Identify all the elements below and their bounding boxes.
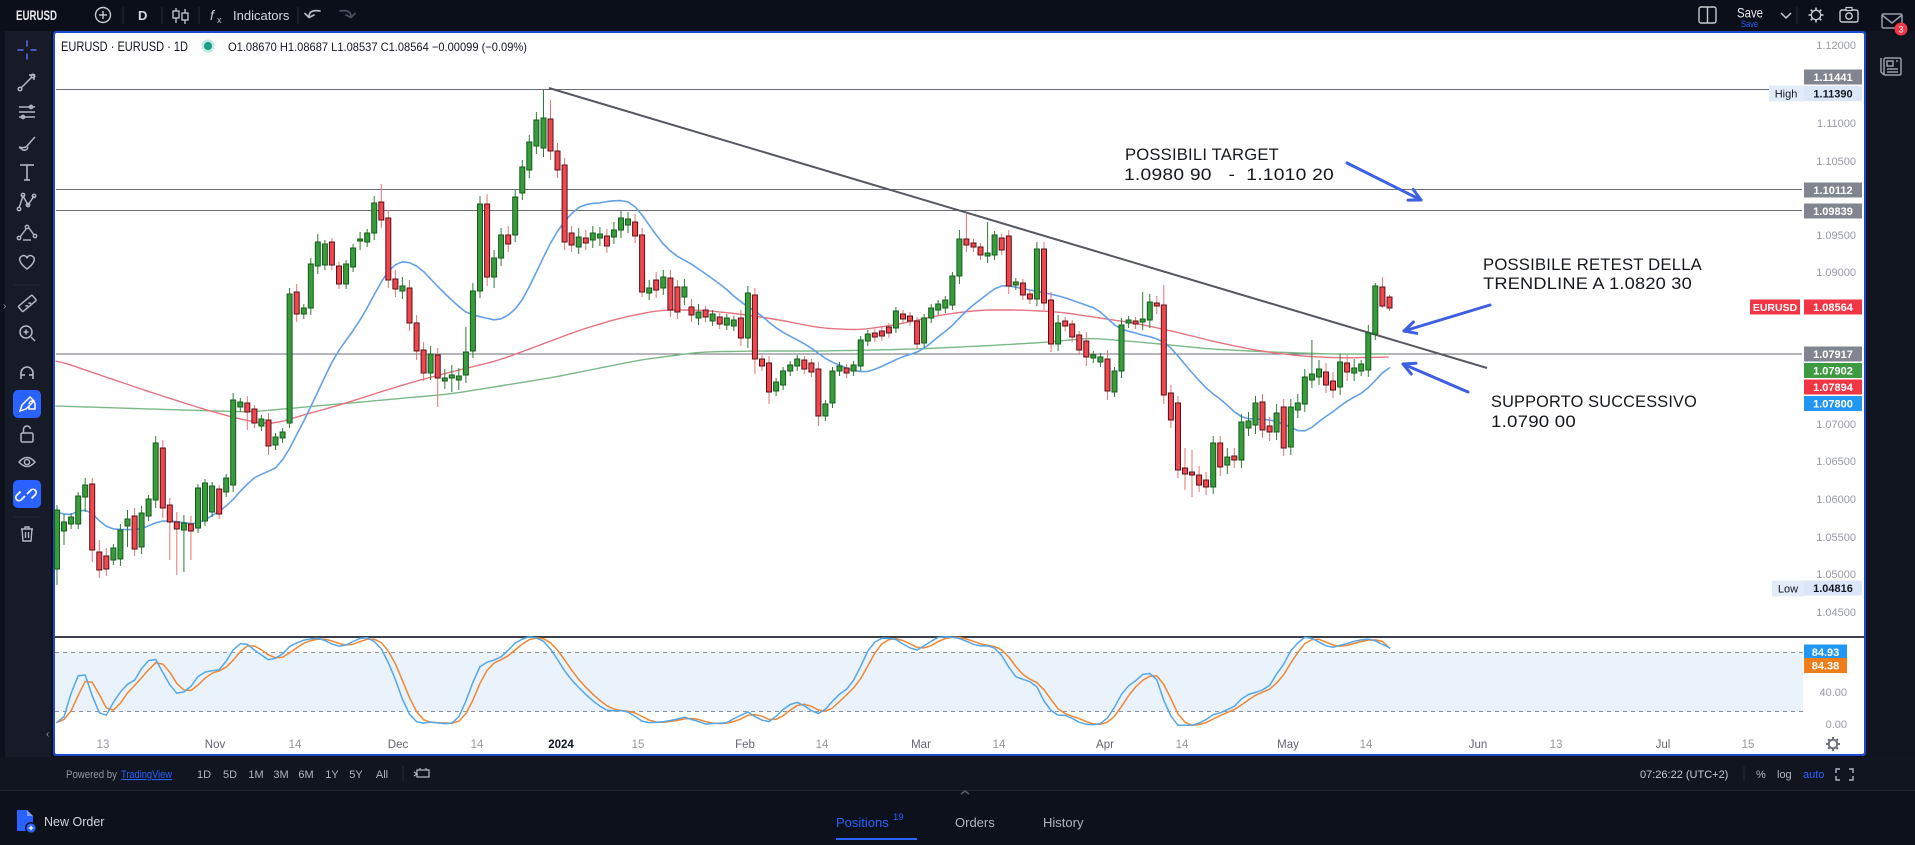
svg-text:Nov: Nov xyxy=(205,739,226,751)
svg-text:15: 15 xyxy=(1742,739,1755,751)
svg-text:1D: 1D xyxy=(197,769,211,781)
svg-text:3M: 3M xyxy=(273,769,288,781)
svg-text:1.11390: 1.11390 xyxy=(1813,89,1852,101)
svg-text:84.93: 84.93 xyxy=(1812,647,1840,659)
svg-text:14: 14 xyxy=(1360,739,1373,751)
svg-text:14: 14 xyxy=(289,739,302,751)
svg-text:Orders: Orders xyxy=(955,815,995,830)
svg-text:1.07000: 1.07000 xyxy=(1816,419,1856,431)
svg-text:EURUSD: EURUSD xyxy=(1753,302,1798,314)
svg-text:14: 14 xyxy=(471,739,484,751)
svg-text:3: 3 xyxy=(1898,25,1903,35)
svg-text:1.08564: 1.08564 xyxy=(1813,302,1854,314)
svg-text:1M: 1M xyxy=(248,769,263,781)
svg-text:Jun: Jun xyxy=(1469,739,1488,751)
svg-text:1.04816: 1.04816 xyxy=(1813,583,1853,595)
svg-text:14: 14 xyxy=(1176,739,1189,751)
svg-text:14: 14 xyxy=(816,739,829,751)
svg-text:New Order: New Order xyxy=(44,815,104,829)
svg-text:19: 19 xyxy=(893,812,904,823)
svg-text:O1.08670 H1.08687 L1.08537: O1.08670 H1.08687 L1.08537 C1.08564 −0.0… xyxy=(228,40,527,54)
svg-text:›: › xyxy=(3,301,6,312)
svg-text:2024: 2024 xyxy=(548,739,574,751)
svg-text:1.09839: 1.09839 xyxy=(1813,206,1853,218)
svg-text:1.12000: 1.12000 xyxy=(1816,40,1856,52)
svg-text:Feb: Feb xyxy=(735,739,755,751)
svg-text:1.04500: 1.04500 xyxy=(1816,607,1856,619)
svg-text:TRENDLINE A 1.0820 30: TRENDLINE A 1.0820 30 xyxy=(1483,275,1692,293)
svg-text:40.00: 40.00 xyxy=(1819,687,1847,699)
svg-text:Indicators: Indicators xyxy=(233,8,290,23)
svg-text:13: 13 xyxy=(1550,739,1563,751)
svg-text:1.06500: 1.06500 xyxy=(1816,456,1856,468)
svg-text:1.05500: 1.05500 xyxy=(1816,532,1856,544)
svg-text:Apr: Apr xyxy=(1096,739,1114,751)
svg-text:1.10112: 1.10112 xyxy=(1813,185,1852,197)
svg-text:SUPPORTO SUCCESSIVO: SUPPORTO SUCCESSIVO xyxy=(1491,393,1697,411)
svg-text:1.0980 90 - 1.1010 20: 1.0980 90 - 1.1010 20 xyxy=(1124,166,1334,184)
svg-text:Low: Low xyxy=(1778,584,1798,596)
svg-text:5D: 5D xyxy=(223,769,237,781)
svg-text:5Y: 5Y xyxy=(349,769,363,781)
svg-text:13: 13 xyxy=(97,739,110,751)
svg-text:6M: 6M xyxy=(298,769,313,781)
svg-text:x: x xyxy=(217,15,222,25)
svg-text:History: History xyxy=(1043,815,1084,830)
svg-text:D: D xyxy=(138,8,147,23)
svg-text:All: All xyxy=(376,769,388,781)
svg-text:Powered by: Powered by xyxy=(66,769,117,781)
svg-text:1.07917: 1.07917 xyxy=(1813,349,1853,361)
svg-text:May: May xyxy=(1277,739,1299,751)
svg-text:1.07894: 1.07894 xyxy=(1813,382,1854,394)
svg-text:1Y: 1Y xyxy=(325,769,339,781)
svg-text:%: % xyxy=(1756,769,1766,781)
svg-text:1.10500: 1.10500 xyxy=(1816,156,1856,168)
svg-text:log: log xyxy=(1777,769,1792,781)
svg-text:07:26:22 (UTC+2): 07:26:22 (UTC+2) xyxy=(1640,769,1728,781)
svg-text:POSSIBILI TARGET: POSSIBILI TARGET xyxy=(1125,146,1279,164)
svg-text:1.11000: 1.11000 xyxy=(1817,118,1856,130)
svg-text:1.09000: 1.09000 xyxy=(1816,267,1856,279)
svg-text:1.0790 00: 1.0790 00 xyxy=(1491,413,1576,431)
svg-text:EURUSD: EURUSD xyxy=(16,8,57,23)
svg-text:1.09500: 1.09500 xyxy=(1816,230,1856,242)
svg-text:84.38: 84.38 xyxy=(1812,661,1840,673)
svg-text:Dec: Dec xyxy=(388,739,409,751)
svg-text:TradingView: TradingView xyxy=(121,769,172,781)
svg-text:POSSIBILE RETEST DELLA: POSSIBILE RETEST DELLA xyxy=(1483,256,1702,274)
svg-text:1.11441: 1.11441 xyxy=(1813,72,1852,84)
svg-text:1.07800: 1.07800 xyxy=(1813,399,1853,411)
svg-text:Jul: Jul xyxy=(1656,739,1671,751)
svg-text:15: 15 xyxy=(632,739,645,751)
svg-text:0.00: 0.00 xyxy=(1826,719,1847,731)
svg-text:EURUSD · EURUSD · 1D: EURUSD · EURUSD · 1D xyxy=(61,39,188,54)
svg-text:auto: auto xyxy=(1803,769,1824,781)
svg-text:Mar: Mar xyxy=(911,739,931,751)
svg-text:1.07902: 1.07902 xyxy=(1813,366,1853,378)
svg-text:Positions: Positions xyxy=(836,815,889,830)
svg-text:1.06000: 1.06000 xyxy=(1816,494,1856,506)
svg-text:1.05000: 1.05000 xyxy=(1816,569,1856,581)
svg-text:‹: ‹ xyxy=(46,729,49,740)
svg-text:14: 14 xyxy=(993,739,1006,751)
svg-text:Save: Save xyxy=(1741,19,1758,30)
svg-text:High: High xyxy=(1775,89,1798,101)
